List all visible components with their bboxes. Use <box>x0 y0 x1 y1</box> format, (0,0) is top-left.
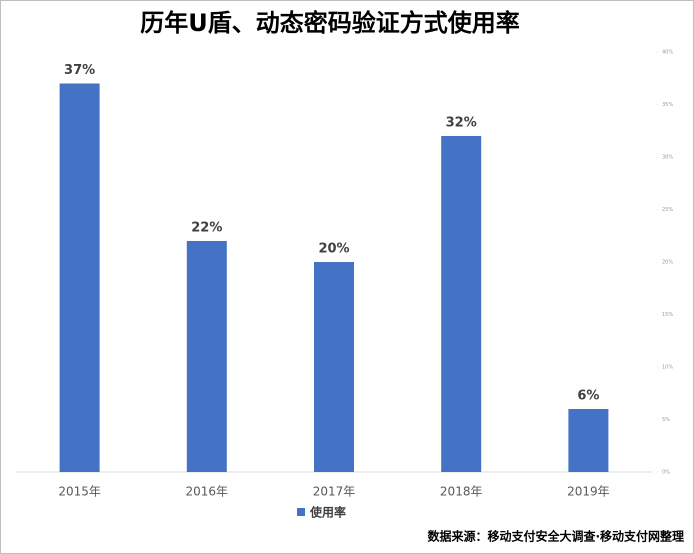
value-label: 20% <box>318 242 349 257</box>
y-tick-label: 0% <box>662 470 670 476</box>
value-label: 6% <box>577 389 599 404</box>
x-tick-label: 2018年 <box>440 485 483 499</box>
chart-title: 历年U盾、动态密码验证方式使用率 <box>140 9 520 37</box>
bar <box>59 83 100 472</box>
y-tick-label: 40% <box>662 50 673 56</box>
y-tick-label: 35% <box>662 102 673 108</box>
value-label: 32% <box>446 116 477 131</box>
y-tick-label: 25% <box>662 207 673 213</box>
bar <box>568 409 609 472</box>
x-tick-label: 2015年 <box>58 485 101 499</box>
y-tick-label: 20% <box>662 260 673 266</box>
x-tick-label: 2019年 <box>567 485 610 499</box>
y-tick-label: 15% <box>662 312 673 318</box>
bar <box>186 241 227 472</box>
bar <box>314 262 354 472</box>
legend-label: 使用率 <box>309 505 346 520</box>
legend-swatch <box>297 508 305 516</box>
y-tick-label: 30% <box>662 155 673 161</box>
value-label: 37% <box>64 63 95 78</box>
value-label: 22% <box>191 221 222 236</box>
x-tick-label: 2017年 <box>313 485 356 499</box>
y-tick-label: 10% <box>662 365 673 371</box>
y-tick-label: 5% <box>662 417 670 423</box>
bar <box>441 136 482 472</box>
source: 数据来源：移动支付安全大调查·移动支付网整理 <box>427 529 684 544</box>
x-tick-label: 2016年 <box>186 485 229 499</box>
